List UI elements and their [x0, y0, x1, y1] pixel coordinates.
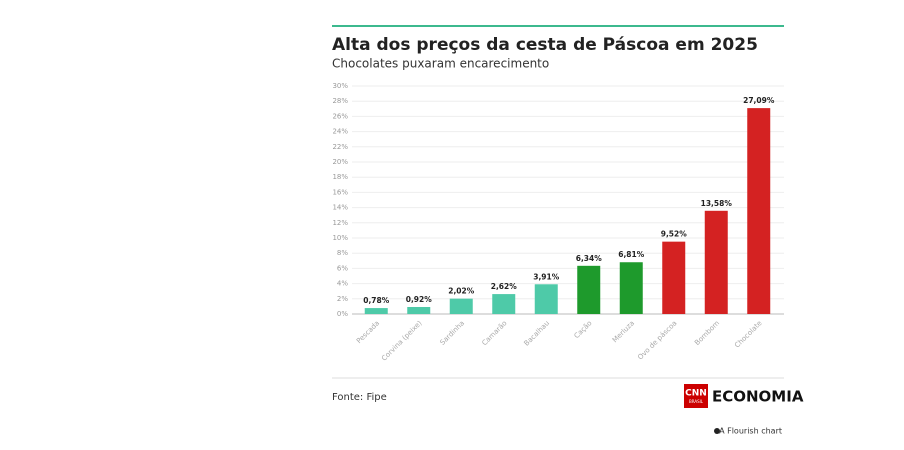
x-tick-label: Sardinha: [438, 319, 466, 347]
bar: [407, 307, 431, 314]
bar: [492, 294, 516, 314]
x-tick-label: Bombom: [693, 319, 721, 347]
value-label: 27,09%: [743, 96, 775, 105]
value-label: 6,81%: [618, 250, 645, 259]
value-label: 2,62%: [491, 282, 518, 291]
value-label: 9,52%: [661, 230, 688, 239]
value-label: 13,58%: [701, 199, 733, 208]
source: Fonte: Fipe: [332, 392, 387, 403]
value-label: 3,91%: [533, 272, 560, 281]
y-tick-label: 10%: [332, 234, 348, 242]
y-tick-label: 22%: [332, 143, 348, 151]
x-tick-label: Cação: [573, 319, 594, 340]
x-tick-label: Ovo de páscoa: [636, 319, 678, 361]
x-tick-label: Bacalhau: [523, 319, 552, 348]
y-tick-label: 2%: [337, 295, 348, 303]
logo-badge-sub: BRASIL: [689, 399, 704, 404]
y-tick-label: 30%: [332, 82, 348, 90]
y-tick-label: 16%: [332, 188, 348, 196]
bar: [364, 308, 388, 314]
chart-title: Alta dos preços da cesta de Páscoa em 20…: [332, 35, 758, 55]
y-tick-label: 28%: [332, 97, 348, 105]
bar: [747, 108, 771, 314]
value-label: 0,78%: [363, 296, 390, 305]
bar: [577, 265, 601, 314]
y-tick-label: 24%: [332, 128, 348, 136]
x-tick-label: Merluza: [611, 319, 636, 344]
x-tick-label: Camarão: [480, 319, 508, 347]
bar: [534, 284, 558, 314]
y-tick-label: 4%: [337, 280, 348, 288]
logo-badge: [684, 384, 708, 408]
x-tick-label: Corvina (peixe): [380, 319, 424, 363]
y-tick-label: 12%: [332, 219, 348, 227]
y-tick-label: 6%: [337, 264, 348, 272]
value-label: 2,02%: [448, 287, 475, 296]
value-label: 0,92%: [406, 295, 433, 304]
bar: [619, 262, 643, 314]
x-tick-label: Chocolate: [733, 319, 763, 349]
bar: [449, 298, 473, 314]
credit-icon: [714, 428, 720, 434]
y-tick-label: 26%: [332, 112, 348, 120]
logo-name: ECONOMIA: [712, 388, 804, 406]
y-tick-label: 0%: [337, 310, 348, 318]
bar: [704, 210, 728, 314]
chart-subtitle: Chocolates puxaram encarecimento: [332, 57, 549, 71]
credit: A Flourish chart: [719, 427, 782, 436]
y-tick-label: 14%: [332, 204, 348, 212]
value-label: 6,34%: [576, 254, 603, 263]
bar: [662, 241, 686, 314]
y-tick-label: 18%: [332, 173, 348, 181]
logo-badge-text: CNN: [685, 389, 707, 399]
y-tick-label: 8%: [337, 249, 348, 257]
x-tick-label: Pescada: [355, 319, 381, 345]
y-tick-label: 20%: [332, 158, 348, 166]
